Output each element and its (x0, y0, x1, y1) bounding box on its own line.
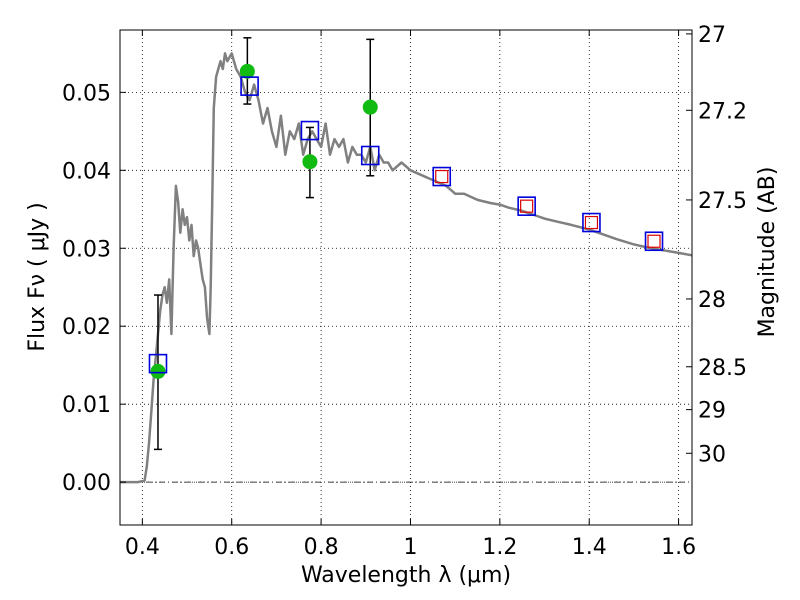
observed-point (239, 63, 255, 79)
right-axis-label: Magnitude (AB) (755, 167, 780, 338)
right-tick-label: 30 (698, 442, 726, 467)
model-photometry-square (517, 196, 536, 216)
model-photometry-square (300, 120, 320, 141)
observed-point (302, 154, 318, 170)
y-tick-label: 0.04 (62, 159, 111, 184)
right-tick-label: 29 (698, 399, 726, 424)
model-photometry-point (517, 196, 536, 216)
model-photometry-point (644, 231, 664, 252)
y-tick-labels: 0.00 0.01 0.02 0.03 0.04 0.05 (62, 81, 111, 496)
y-tick-label: 0.05 (62, 81, 111, 106)
y-axis-label: Flux Fν ( μJy ) (25, 202, 50, 351)
x-tick-label: 0.8 (304, 535, 339, 560)
x-axis-label: Wavelength λ (μm) (301, 563, 511, 588)
model-photometry-point (432, 166, 452, 187)
right-tick-label: 27.2 (698, 99, 747, 124)
observed-point (362, 99, 378, 115)
y-tick-label: 0.00 (62, 471, 111, 496)
model-photometry-square (644, 231, 664, 252)
y-tick-label: 0.01 (62, 393, 111, 418)
model-photometry-point (300, 120, 320, 141)
axis-ticks (120, 30, 692, 525)
x-tick-labels: 0.4 0.6 0.8 1 1.2 1.4 1.6 (125, 535, 696, 560)
right-tick-label: 28.5 (698, 356, 747, 381)
x-tick-label: 1.6 (661, 535, 696, 560)
y-tick-label: 0.02 (62, 315, 111, 340)
model-photometry-inner-square (520, 199, 534, 213)
observed-points (150, 63, 378, 379)
x-tick-label: 0.6 (214, 535, 249, 560)
right-tick-label: 27.5 (698, 189, 747, 214)
model-spectrum (120, 52, 693, 484)
right-tick-labels: 27 27.2 27.5 28 28.5 29 30 (698, 23, 747, 467)
y-tick-label: 0.03 (62, 237, 111, 262)
model-photometry-point (582, 212, 601, 233)
grid-lines (120, 30, 692, 525)
model-spectrum-line (120, 52, 693, 484)
model-photometry-point (240, 76, 259, 96)
x-tick-label: 1.2 (482, 535, 517, 560)
model-photometry-inner-square (647, 234, 661, 248)
model-photometry-square (360, 145, 380, 166)
model-photometry-square (148, 353, 168, 374)
model-photometry-square (240, 76, 259, 96)
x-tick-label: 1.4 (572, 535, 607, 560)
model-photometry-inner-square (584, 215, 599, 230)
model-photometry-points (148, 76, 664, 374)
model-photometry-square (582, 212, 601, 233)
right-tick-label: 27 (698, 23, 726, 48)
x-tick-label: 1 (403, 535, 417, 560)
plot-frame (119, 29, 693, 526)
observed-point (150, 363, 166, 379)
model-photometry-square (432, 166, 452, 187)
error-bars (153, 37, 375, 451)
model-photometry-inner-square (435, 169, 449, 184)
model-photometry-point (148, 353, 168, 374)
x-tick-label: 0.4 (125, 535, 160, 560)
right-tick-label: 28 (698, 288, 726, 313)
model-photometry-point (360, 145, 380, 166)
